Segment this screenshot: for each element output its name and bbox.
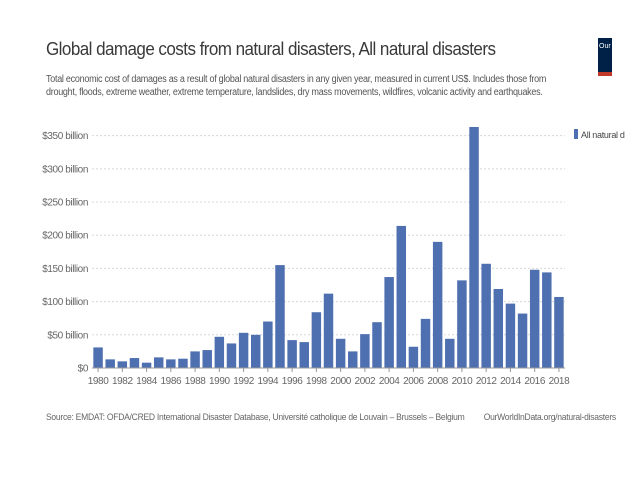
source-link[interactable]: OurWorldInData.org/natural-disasters bbox=[483, 412, 616, 423]
bar-1996[interactable] bbox=[287, 340, 297, 368]
bar-2010[interactable] bbox=[457, 280, 467, 368]
bar-1986[interactable] bbox=[166, 359, 176, 368]
x-tick-label: 1996 bbox=[282, 376, 303, 387]
bar-1993[interactable] bbox=[251, 334, 261, 368]
owid-logo[interactable]: Our bbox=[598, 38, 612, 76]
bar-2003[interactable] bbox=[372, 322, 382, 368]
x-tick-label: 1994 bbox=[258, 376, 279, 387]
bar-1997[interactable] bbox=[299, 342, 309, 368]
legend-label: All natural d bbox=[581, 130, 625, 140]
bar-2009[interactable] bbox=[445, 338, 455, 368]
x-tick-label: 2004 bbox=[379, 376, 400, 387]
bar-2017[interactable] bbox=[542, 272, 552, 368]
y-tick-label: $250 billion bbox=[42, 198, 88, 209]
chart-subtitle: Total economic cost of damages as a resu… bbox=[46, 74, 547, 98]
bar-1983[interactable] bbox=[129, 358, 140, 368]
bar-2013[interactable] bbox=[493, 288, 504, 368]
x-tick-label: 1980 bbox=[88, 376, 109, 387]
bar-2002[interactable] bbox=[360, 334, 370, 368]
bar-2018[interactable] bbox=[554, 296, 564, 368]
bar-2014[interactable] bbox=[505, 303, 516, 368]
bars bbox=[93, 127, 564, 368]
legend[interactable]: All natural d bbox=[574, 129, 625, 140]
bar-2012[interactable] bbox=[481, 263, 491, 368]
y-tick-label: $300 billion bbox=[42, 164, 88, 175]
bar-1994[interactable] bbox=[263, 321, 273, 368]
bar-1998[interactable] bbox=[311, 312, 322, 368]
x-tick-label: 2008 bbox=[427, 376, 448, 387]
bar-2000[interactable] bbox=[335, 338, 346, 368]
x-tick-label: 2014 bbox=[500, 376, 521, 387]
x-tick-label: 1998 bbox=[306, 376, 327, 387]
y-tick-label: $100 billion bbox=[42, 297, 88, 308]
y-tick-label: $50 billion bbox=[47, 330, 88, 341]
bar-1984[interactable] bbox=[141, 362, 152, 368]
x-tick-label: 1986 bbox=[161, 376, 182, 387]
x-tick-label: 1992 bbox=[233, 376, 254, 387]
x-tick-label: 1982 bbox=[112, 376, 133, 387]
bar-1990[interactable] bbox=[214, 336, 225, 368]
bar-2007[interactable] bbox=[420, 318, 431, 368]
bar-1991[interactable] bbox=[226, 343, 237, 368]
bar-2004[interactable] bbox=[384, 277, 394, 368]
y-axis-labels: $0 $50 billion $100 billion $150 billion $20… bbox=[42, 131, 89, 374]
chart-title: Global damage costs from natural disaste… bbox=[46, 38, 496, 59]
bar-2015[interactable] bbox=[517, 313, 528, 368]
bar-2008[interactable] bbox=[432, 241, 443, 368]
x-axis-labels: 1980 1982 1984 1986 1988 1990 1992 1994 1996 1998… bbox=[88, 368, 570, 387]
x-tick-label: 1990 bbox=[209, 376, 230, 387]
x-tick-label: 2010 bbox=[452, 376, 473, 387]
x-tick-label: 1984 bbox=[136, 376, 157, 387]
bar-1995[interactable] bbox=[275, 265, 285, 368]
x-tick-label: 2002 bbox=[355, 376, 376, 387]
bar-2005[interactable] bbox=[396, 225, 406, 368]
y-tick-label: $0 bbox=[78, 364, 89, 375]
bar-2011[interactable] bbox=[469, 127, 479, 368]
bar-1987[interactable] bbox=[178, 358, 188, 368]
x-tick-label: 2000 bbox=[330, 376, 351, 387]
bar-1992[interactable] bbox=[238, 332, 249, 368]
logo-text: Our bbox=[599, 43, 611, 50]
bar-1982[interactable] bbox=[117, 361, 128, 368]
legend-swatch bbox=[574, 129, 578, 139]
bar-1985[interactable] bbox=[153, 357, 164, 368]
source-note: Source: EMDAT: OFDA/CRED International D… bbox=[46, 412, 465, 423]
bar-2001[interactable] bbox=[348, 351, 358, 368]
bar-2006[interactable] bbox=[408, 346, 419, 368]
y-tick-label: $350 billion bbox=[42, 131, 88, 142]
x-tick-label: 2018 bbox=[549, 376, 570, 387]
y-tick-label: $200 billion bbox=[42, 231, 88, 242]
bar-2016[interactable] bbox=[529, 269, 540, 368]
bar-1988[interactable] bbox=[190, 351, 200, 368]
x-tick-label: 1988 bbox=[185, 376, 206, 387]
bar-1981[interactable] bbox=[105, 359, 115, 368]
x-tick-label: 2012 bbox=[476, 376, 497, 387]
x-tick-label: 2016 bbox=[524, 376, 545, 387]
bar-1980[interactable] bbox=[93, 347, 103, 368]
x-tick-label: 2006 bbox=[403, 376, 424, 387]
y-tick-label: $150 billion bbox=[42, 264, 88, 275]
logo-stripe bbox=[598, 72, 612, 76]
bar-1989[interactable] bbox=[202, 350, 212, 368]
bar-1999[interactable] bbox=[323, 293, 334, 368]
